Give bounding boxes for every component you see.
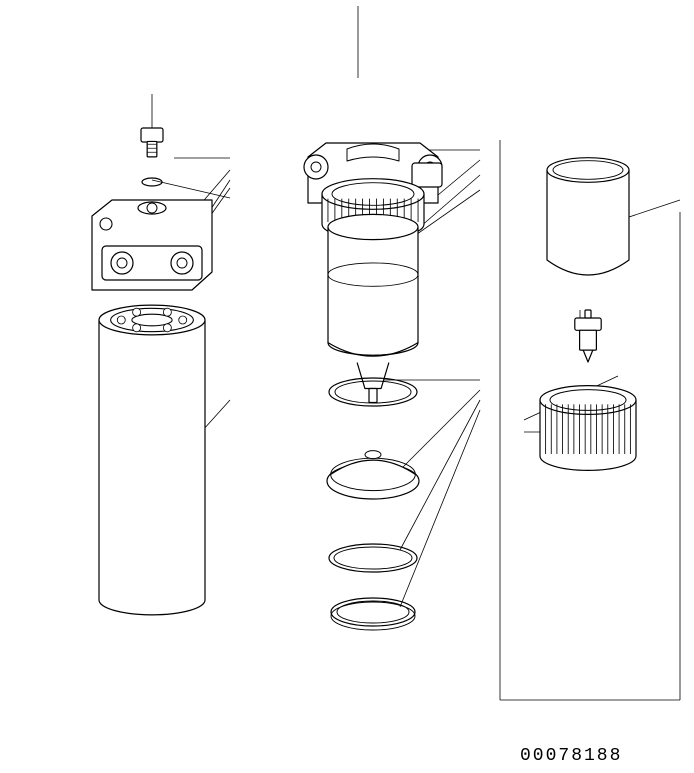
part-number-label: 00078188 xyxy=(520,746,622,766)
exploded-parts-diagram xyxy=(0,0,694,773)
